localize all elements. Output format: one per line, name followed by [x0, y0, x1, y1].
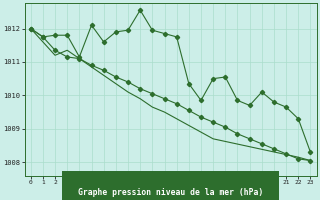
- X-axis label: Graphe pression niveau de la mer (hPa): Graphe pression niveau de la mer (hPa): [78, 188, 263, 197]
